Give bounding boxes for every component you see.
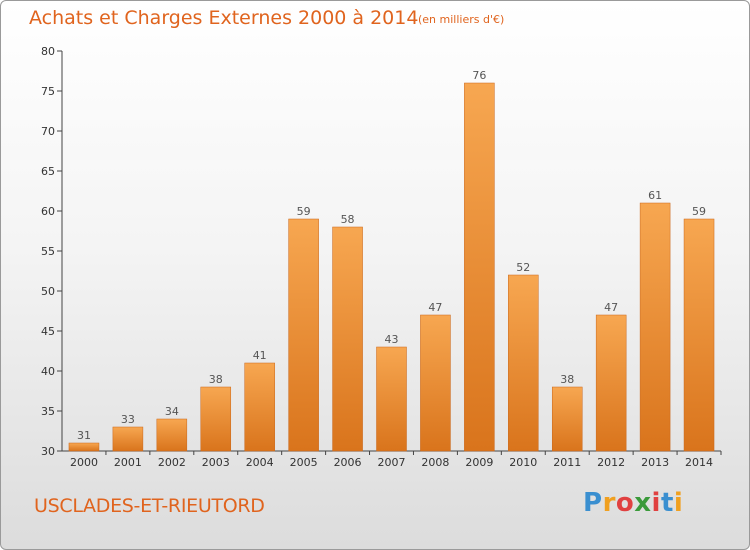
y-tick-label: 55	[41, 245, 55, 258]
bar-2005	[288, 218, 319, 452]
y-tick-label: 40	[41, 365, 55, 378]
logo-letter: r	[602, 488, 616, 518]
x-tick-label-2008: 2008	[421, 456, 449, 469]
data-label-2001: 33	[121, 413, 135, 426]
x-tick-label-2011: 2011	[553, 456, 581, 469]
x-tick-label-2007: 2007	[378, 456, 406, 469]
x-tick-label-2013: 2013	[641, 456, 669, 469]
bar-2003	[200, 386, 232, 452]
chart-subtitle: (en milliers d'€)	[418, 13, 505, 26]
data-label-2000: 31	[77, 429, 91, 442]
logo-letter: o	[615, 488, 635, 518]
x-tick-label-2014: 2014	[685, 456, 713, 469]
bar-2008	[420, 314, 451, 452]
bar-2006	[332, 226, 363, 452]
bar-2001	[112, 426, 144, 452]
bar-2004	[244, 362, 275, 452]
logo-letter: i	[651, 488, 661, 518]
data-label-2008: 47	[428, 301, 442, 314]
data-label-2002: 34	[165, 405, 179, 418]
bar-2012	[595, 314, 627, 452]
data-label-2005: 59	[297, 205, 311, 218]
x-tick-label-2006: 2006	[334, 456, 362, 469]
bar-2000	[68, 442, 100, 452]
bar-2013	[639, 202, 671, 452]
y-tick-label: 45	[41, 325, 55, 338]
logo-letter: x	[634, 488, 652, 518]
data-label-2004: 41	[253, 349, 267, 362]
y-tick-label: 70	[41, 125, 55, 138]
y-tick-label: 35	[41, 405, 55, 418]
logo-letter: P	[583, 488, 603, 518]
bar-2010	[508, 274, 539, 452]
data-label-2006: 58	[341, 213, 355, 226]
x-tick-label-2009: 2009	[465, 456, 493, 469]
data-label-2007: 43	[385, 333, 399, 346]
x-tick-label-2001: 2001	[114, 456, 142, 469]
bar-2002	[156, 418, 188, 452]
y-tick-label: 50	[41, 285, 55, 298]
bar-2009	[464, 82, 495, 452]
y-tick-label: 75	[41, 85, 55, 98]
logo-letter: i	[673, 488, 684, 518]
data-label-2014: 59	[692, 205, 706, 218]
x-tick-label-2004: 2004	[246, 456, 274, 469]
data-label-2009: 76	[472, 69, 486, 82]
x-tick-label-2003: 2003	[202, 456, 230, 469]
x-tick-label-2012: 2012	[597, 456, 625, 469]
chart-title: Achats et Charges Externes 2000 à 2014	[29, 7, 419, 29]
y-tick-label: 80	[41, 45, 55, 58]
data-label-2003: 38	[209, 373, 223, 386]
data-label-2013: 61	[648, 189, 662, 202]
x-tick-label-2005: 2005	[290, 456, 318, 469]
y-tick-label: 30	[41, 445, 55, 458]
logo-letter: t	[660, 488, 674, 518]
data-label-2010: 52	[516, 261, 530, 274]
data-label-2011: 38	[560, 373, 574, 386]
bar-2011	[551, 386, 583, 452]
x-tick-label-2010: 2010	[509, 456, 537, 469]
x-tick-label-2000: 2000	[70, 456, 98, 469]
commune-name: USCLADES-ET-RIEUTORD	[34, 495, 265, 517]
bar-2007	[376, 346, 407, 452]
proxiti-logo: Proxiti	[583, 488, 683, 518]
y-tick-label: 65	[41, 165, 55, 178]
y-tick-label: 60	[41, 205, 55, 218]
data-label-2012: 47	[604, 301, 618, 314]
bar-2014	[683, 218, 715, 452]
x-tick-label-2002: 2002	[158, 456, 186, 469]
